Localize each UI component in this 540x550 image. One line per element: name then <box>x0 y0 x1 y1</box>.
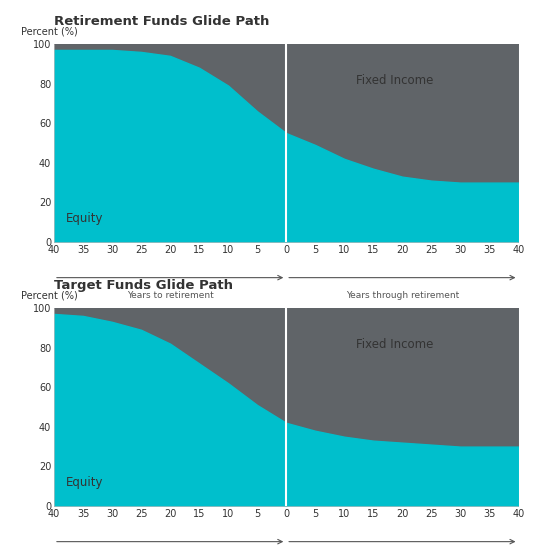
Text: Target Funds Glide Path: Target Funds Glide Path <box>54 278 233 292</box>
Text: Retirement Funds Glide Path: Retirement Funds Glide Path <box>54 14 269 28</box>
Text: Fixed Income: Fixed Income <box>356 338 433 350</box>
Text: Years through retirement: Years through retirement <box>346 292 459 300</box>
Text: Equity: Equity <box>66 212 103 225</box>
Text: Percent (%): Percent (%) <box>22 290 78 300</box>
Text: Equity: Equity <box>66 476 103 489</box>
Text: Years to retirement: Years to retirement <box>127 292 213 300</box>
Text: Fixed Income: Fixed Income <box>356 74 433 86</box>
Text: Percent (%): Percent (%) <box>22 26 78 36</box>
